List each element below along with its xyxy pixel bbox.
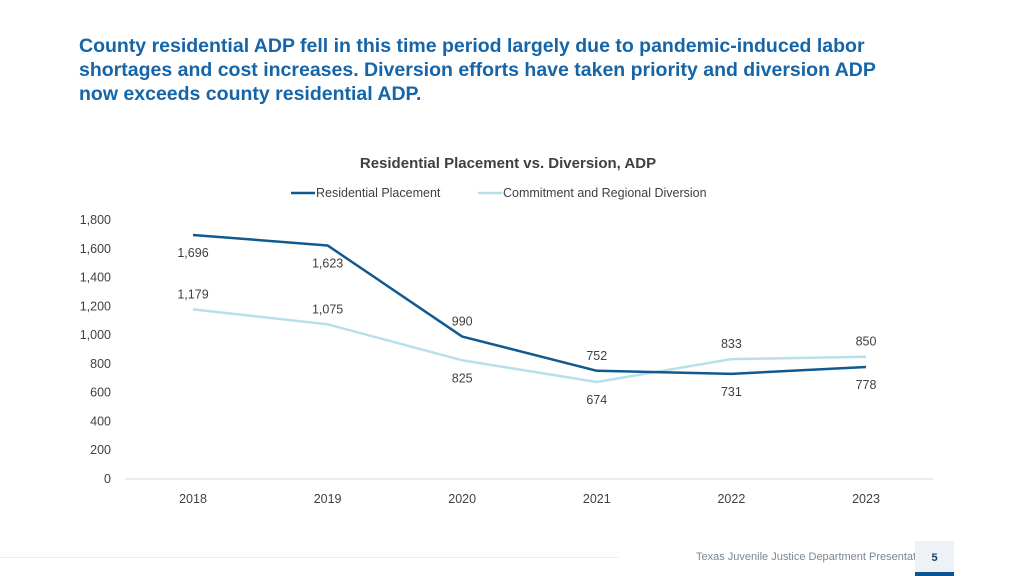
data-label: 731 [721,385,742,399]
y-axis: 0 200 400 600 800 1,000 1,200 1,400 1,600 1,800 [80,213,111,486]
y-tick-label: 1,600 [80,242,111,256]
x-tick-label: 2023 [852,492,880,506]
data-labels: 1,696 1,623 990 752 731 778 1,179 1,075 825 674 83… [177,246,876,407]
line-chart: Residential Placement vs. Diversion, ADP… [80,155,933,506]
headline-line-2: shortages and cost increases. Diversion … [79,59,876,81]
y-tick-label: 600 [90,386,111,400]
page-number: 5 [931,552,938,564]
y-tick-label: 1,200 [80,299,111,313]
data-label: 1,075 [312,302,343,316]
series-line [192,308,867,384]
chart-title: Residential Placement vs. Diversion, ADP [360,155,656,172]
y-tick-label: 400 [90,414,111,428]
data-label: 990 [452,315,473,329]
y-tick-label: 200 [90,443,111,457]
chart-series [192,233,867,384]
y-tick-label: 1,000 [80,328,111,342]
data-label: 1,179 [177,287,208,301]
data-label: 825 [452,371,473,385]
legend-label: Commitment and Regional Diversion [503,186,707,200]
x-tick-label: 2018 [179,492,207,506]
headline-line-1: County residential ADP fell in this time… [79,35,865,57]
page-accent-bar [915,572,954,576]
legend-label: Residential Placement [316,186,441,200]
slide-headline: County residential ADP fell in this time… [79,34,939,106]
data-label: 833 [721,337,742,351]
footer-divider [0,557,618,558]
y-tick-label: 1,400 [80,271,111,285]
page-number-box: 5 [915,541,954,576]
chart-legend: Residential Placement Commitment and Regi… [291,186,707,200]
x-tick-label: 2019 [314,492,342,506]
x-tick-label: 2021 [583,492,611,506]
y-tick-label: 800 [90,357,111,371]
headline-line-3: now exceeds county residential ADP. [79,83,422,105]
data-label: 674 [586,393,607,407]
data-label: 850 [856,335,877,349]
x-tick-label: 2022 [717,492,745,506]
data-label: 1,623 [312,256,343,270]
data-label: 778 [856,378,877,392]
data-label: 1,696 [177,246,208,260]
y-tick-label: 0 [104,472,111,486]
series-line [192,233,867,376]
footer-presentation-title: Texas Juvenile Justice Department Presen… [696,551,931,563]
x-tick-label: 2020 [448,492,476,506]
y-tick-label: 1,800 [80,213,111,227]
data-label: 752 [586,349,607,363]
x-axis: 2018 2019 2020 2021 2022 2023 [125,478,933,506]
